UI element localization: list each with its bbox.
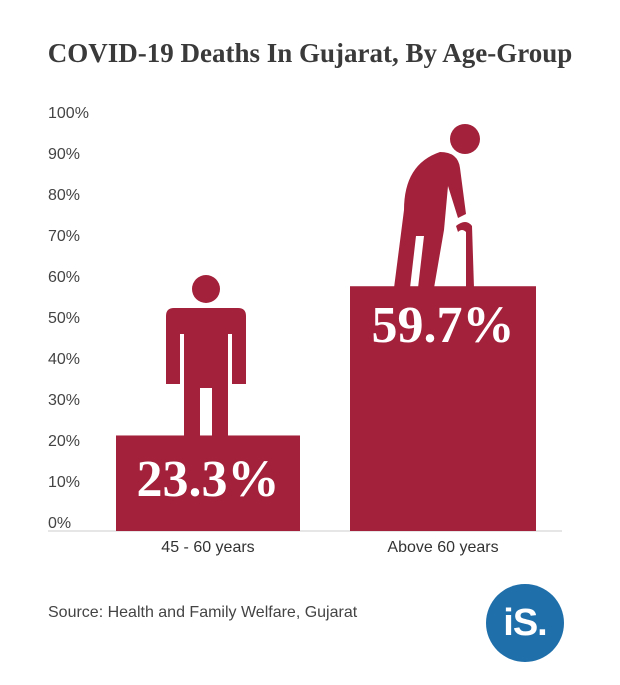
adult-person-icon — [166, 275, 246, 437]
y-tick-label: 70% — [48, 228, 80, 245]
bar — [350, 286, 536, 531]
y-tick-label: 0% — [48, 515, 71, 532]
data-label: 59.7% — [372, 297, 515, 354]
elderly-person-with-cane-icon — [394, 124, 480, 288]
y-tick-label: 100% — [48, 105, 89, 122]
y-tick-label: 30% — [48, 392, 80, 409]
y-tick-label: 10% — [48, 474, 80, 491]
data-label: 23.3% — [137, 451, 280, 508]
chart-title: COVID-19 Deaths In Gujarat, By Age-Group — [47, 38, 573, 68]
y-tick-label: 40% — [48, 351, 80, 368]
bar — [116, 435, 300, 531]
brand-logo: iS. — [486, 584, 564, 662]
y-tick-label: 80% — [48, 187, 80, 204]
y-tick-label: 90% — [48, 146, 80, 163]
category-label: Above 60 years — [387, 539, 498, 556]
y-tick-label: 60% — [48, 269, 80, 286]
source-note: Source: Health and Family Welfare, Gujar… — [48, 604, 358, 621]
category-label: 45 - 60 years — [161, 539, 254, 556]
y-tick-label: 50% — [48, 310, 80, 327]
y-tick-label: 20% — [48, 433, 80, 450]
